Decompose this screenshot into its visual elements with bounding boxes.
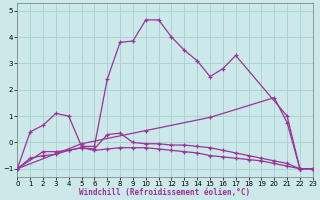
X-axis label: Windchill (Refroidissement éolien,°C): Windchill (Refroidissement éolien,°C)	[79, 188, 251, 197]
